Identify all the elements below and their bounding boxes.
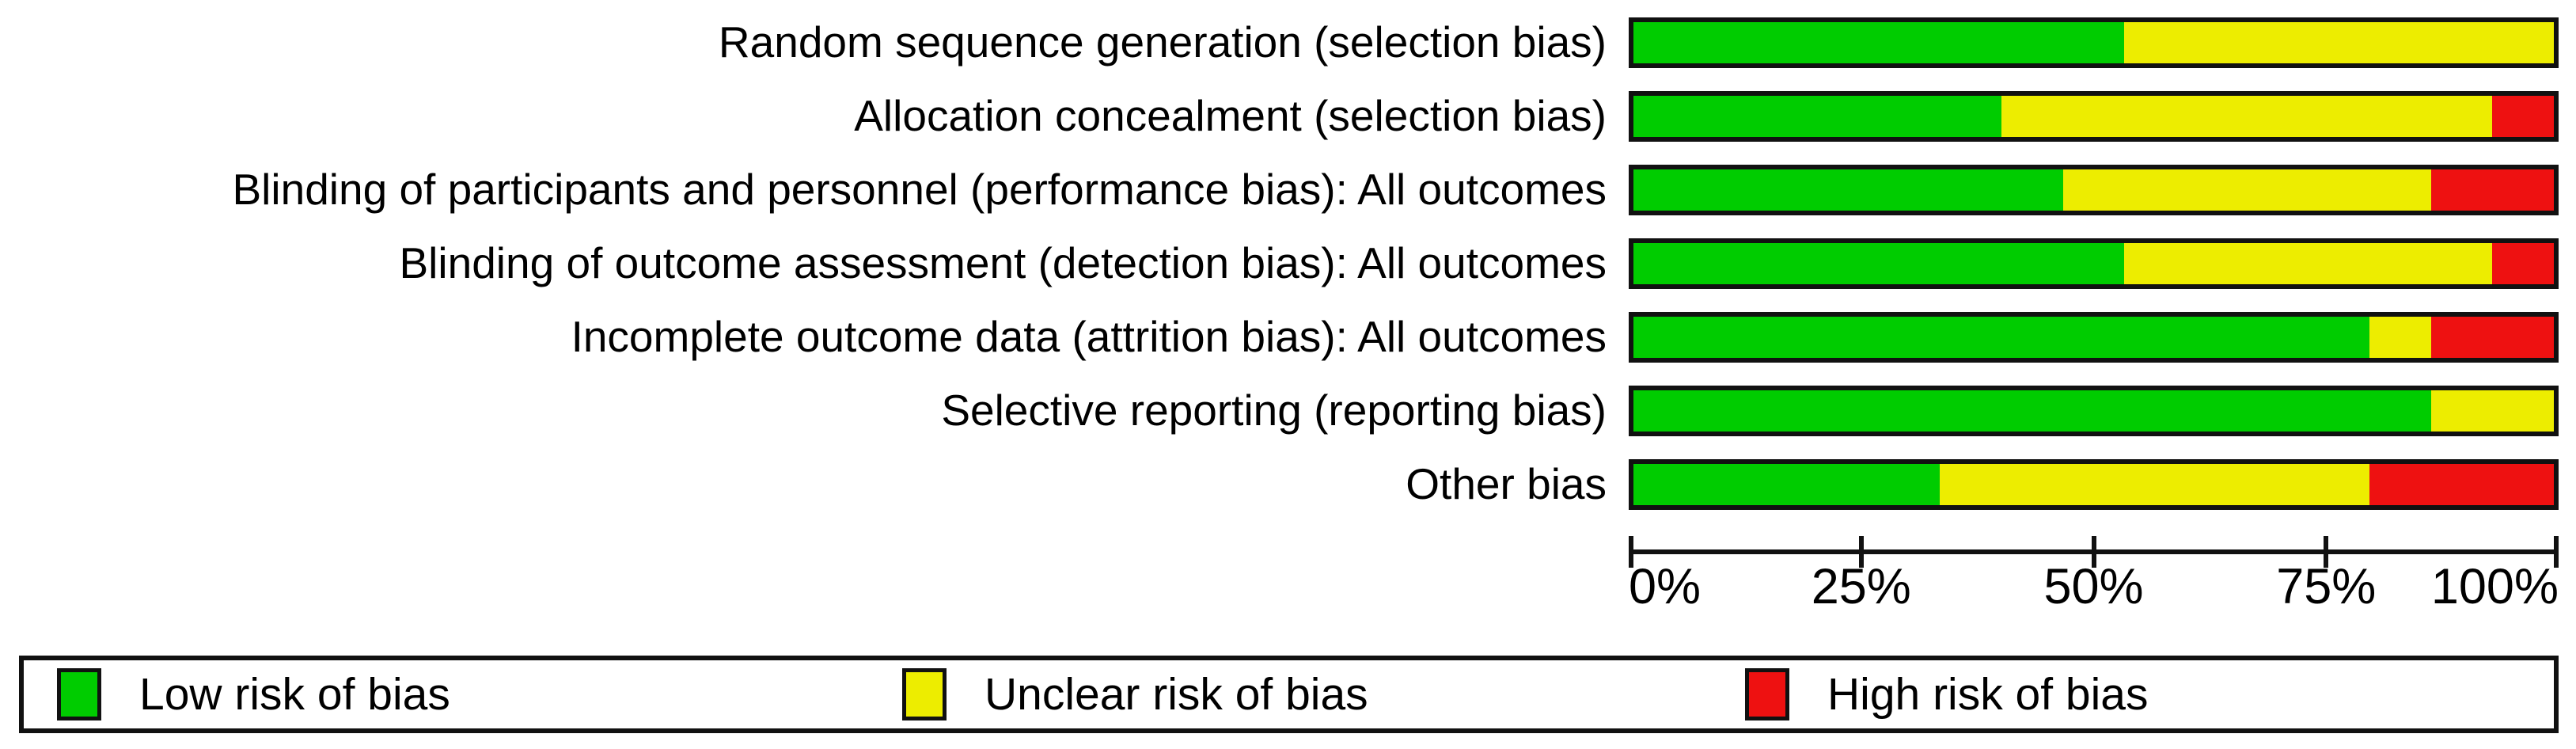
bars-area: Random sequence generation (selection bi… (0, 6, 2576, 521)
bar-segment-high-risk (2492, 95, 2554, 137)
x-axis-tick (2324, 536, 2329, 568)
bar-segment-unclear-risk (2001, 95, 2493, 137)
bar-segment-low-risk (1633, 21, 2124, 63)
category-label: Allocation concealment (selection bias) (854, 91, 1607, 140)
bar-segment-unclear-risk (2123, 21, 2554, 63)
x-axis-tick (2554, 536, 2559, 568)
bar-segment-high-risk (2431, 316, 2554, 358)
x-axis-line (1629, 549, 2559, 554)
stacked-bar (1629, 385, 2559, 436)
bar-segment-unclear-risk (2431, 390, 2554, 432)
legend-swatch-icon (902, 668, 947, 720)
category-label: Blinding of participants and personnel (… (232, 165, 1607, 214)
legend-entry: Unclear risk of bias (902, 668, 1368, 720)
stacked-bar (1629, 164, 2559, 215)
stacked-bar (1629, 90, 2559, 142)
bar-segment-low-risk (1633, 169, 2064, 211)
legend-label: High risk of bias (1827, 668, 2149, 720)
x-axis-tick-label: 0% (1629, 559, 1702, 614)
category-label: Selective reporting (reporting bias) (941, 386, 1607, 435)
chart-row: Other bias (0, 447, 2576, 521)
bar-segment-high-risk (2431, 169, 2554, 211)
chart-row: Allocation concealment (selection bias) (0, 79, 2576, 153)
bar-segment-unclear-risk (1940, 463, 2370, 505)
legend-box: Low risk of bias Unclear risk of bias Hi… (19, 656, 2559, 733)
chart-row: Blinding of participants and personnel (… (0, 153, 2576, 226)
bar-segment-unclear-risk (2063, 169, 2432, 211)
legend-entry: High risk of bias (1745, 668, 2149, 720)
x-axis-tick-label: 75% (2276, 559, 2377, 614)
bar-segment-low-risk (1633, 463, 1941, 505)
chart-row: Random sequence generation (selection bi… (0, 6, 2576, 79)
bar-segment-low-risk (1633, 95, 2002, 137)
bar-segment-low-risk (1633, 242, 2124, 284)
stacked-bar (1629, 238, 2559, 289)
x-axis-tick-label: 100% (2430, 559, 2559, 614)
x-axis-tick-label: 50% (2043, 559, 2144, 614)
bar-segment-low-risk (1633, 390, 2432, 432)
bar-segment-unclear-risk (2369, 316, 2432, 358)
stacked-bar (1629, 458, 2559, 510)
legend-swatch-icon (1745, 668, 1789, 720)
category-label: Other bias (1406, 459, 1607, 508)
bar-segment-high-risk (2369, 463, 2554, 505)
x-axis-tick (1629, 536, 1633, 568)
chart-row: Incomplete outcome data (attrition bias)… (0, 300, 2576, 374)
chart-row: Blinding of outcome assessment (detectio… (0, 226, 2576, 300)
legend-swatch-icon (57, 668, 101, 720)
x-axis-tick-label: 25% (1811, 559, 1911, 614)
category-label: Blinding of outcome assessment (detectio… (399, 238, 1607, 287)
x-axis-tick (1858, 536, 1864, 568)
stacked-bar (1629, 17, 2559, 68)
stacked-bar (1629, 311, 2559, 363)
bar-segment-low-risk (1633, 316, 2370, 358)
category-label: Incomplete outcome data (attrition bias)… (571, 312, 1607, 361)
legend-entry: Low risk of bias (57, 668, 450, 720)
legend-label: Unclear risk of bias (984, 668, 1368, 720)
bar-segment-unclear-risk (2123, 242, 2493, 284)
chart-row: Selective reporting (reporting bias) (0, 374, 2576, 447)
legend-label: Low risk of bias (139, 668, 450, 720)
bar-segment-high-risk (2492, 242, 2554, 284)
x-axis-tick (2091, 536, 2096, 568)
category-label: Random sequence generation (selection bi… (718, 17, 1607, 67)
